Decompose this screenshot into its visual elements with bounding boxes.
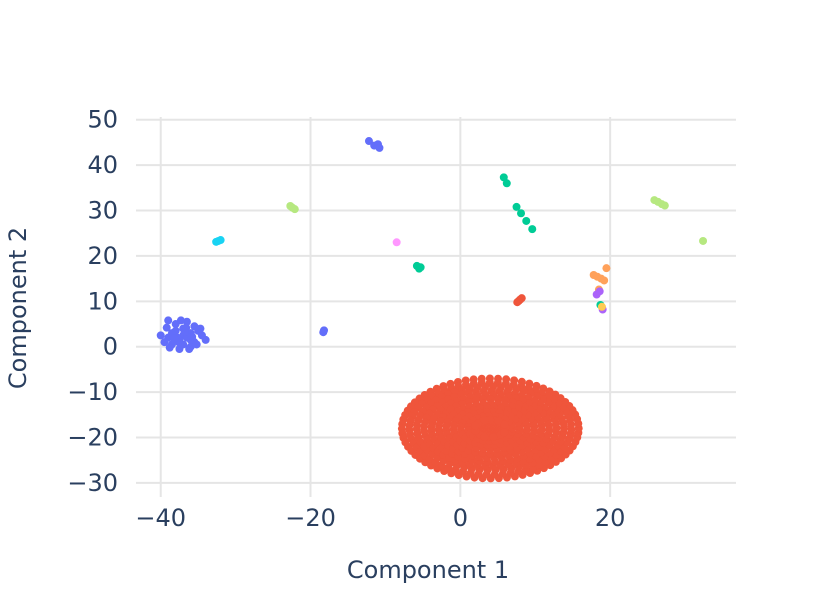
- data-point: [480, 416, 489, 425]
- data-point: [192, 340, 201, 349]
- x-tick-label: −40: [135, 504, 186, 532]
- x-tick-label: −20: [285, 504, 336, 532]
- y-tick-label: 10: [87, 287, 118, 315]
- x-tick-label: 20: [595, 504, 626, 532]
- data-point: [514, 296, 523, 305]
- data-point: [201, 335, 210, 344]
- data-point: [165, 343, 174, 352]
- data-point: [162, 323, 171, 332]
- data-point: [480, 432, 489, 441]
- x-tick-labels: −40 −20 0 20: [135, 504, 625, 532]
- x-axis-title: Component 1: [347, 556, 509, 584]
- data-point: [602, 264, 611, 273]
- data-point: [320, 326, 329, 335]
- data-point: [499, 173, 508, 182]
- data-point: [494, 417, 503, 426]
- data-point: [170, 334, 179, 343]
- data-point: [185, 344, 194, 353]
- data-point: [392, 238, 401, 247]
- data-point: [375, 143, 384, 152]
- data-point: [500, 428, 509, 437]
- data-point: [188, 332, 197, 341]
- data-point: [660, 201, 669, 210]
- data-point: [522, 216, 531, 225]
- data-point: [595, 287, 604, 296]
- data-point: [190, 322, 199, 331]
- data-point: [517, 209, 526, 218]
- data-point: [364, 137, 373, 146]
- data-point: [502, 179, 511, 188]
- data-point: [597, 302, 606, 311]
- y-tick-label: 20: [87, 242, 118, 270]
- y-gridlines: [136, 118, 736, 484]
- data-point: [528, 225, 537, 234]
- y-tick-labels: −30 −20 −10 0 10 20 30 40 50: [67, 106, 118, 497]
- data-point: [160, 338, 169, 347]
- data-point: [471, 421, 480, 430]
- y-tick-label: 30: [87, 197, 118, 225]
- data-point: [512, 202, 521, 211]
- y-tick-label: −10: [67, 378, 118, 406]
- data-point: [290, 205, 299, 214]
- data-point: [489, 432, 498, 441]
- y-tick-label: 0: [103, 333, 118, 361]
- y-tick-label: −20: [67, 424, 118, 452]
- y-tick-label: 40: [87, 151, 118, 179]
- data-point: [176, 316, 185, 325]
- y-tick-label: −30: [67, 469, 118, 497]
- data-point: [699, 236, 708, 245]
- data-point: [216, 236, 225, 245]
- y-axis-title: Component 2: [4, 227, 32, 389]
- data-point: [196, 324, 205, 333]
- x-tick-label: 0: [453, 504, 468, 532]
- data-point: [500, 420, 509, 429]
- data-point: [156, 331, 165, 340]
- y-tick-label: 50: [87, 106, 118, 134]
- data-point: [430, 414, 439, 423]
- data-point: [420, 427, 429, 436]
- data-point: [600, 276, 609, 285]
- data-point: [416, 263, 425, 272]
- data-point: [182, 317, 191, 326]
- data-point: [182, 323, 191, 332]
- scatter-points: [156, 137, 708, 483]
- data-point: [164, 316, 173, 325]
